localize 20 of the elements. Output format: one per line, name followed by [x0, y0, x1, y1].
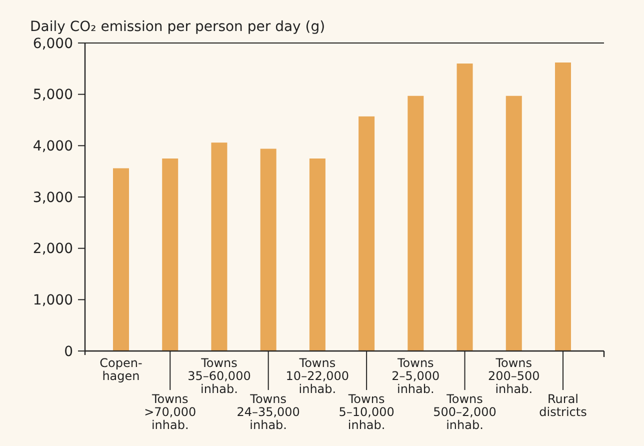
bar [456, 64, 473, 351]
y-tick-label: 1,000 [32, 292, 73, 309]
x-tick-label: Copen- hagen [100, 356, 142, 383]
chart-title: Daily CO₂ emission per person per day (g) [30, 19, 326, 35]
x-tick-label: Rural districts [539, 392, 587, 419]
y-tick-label: 5,000 [32, 87, 73, 104]
y-tick-label: 0 [64, 344, 73, 360]
bar [113, 168, 129, 351]
bar [162, 158, 178, 351]
bar [358, 116, 375, 351]
y-tick-label: 2,000 [32, 241, 73, 258]
bar [555, 62, 571, 351]
bar [211, 142, 228, 351]
y-tick-label: 4,000 [32, 138, 73, 155]
bar [506, 96, 522, 351]
bar [309, 158, 326, 351]
bar [260, 148, 276, 351]
bar [408, 96, 424, 351]
y-tick-label: 3,000 [32, 190, 73, 206]
y-tick-label: 6,000 [32, 36, 73, 52]
